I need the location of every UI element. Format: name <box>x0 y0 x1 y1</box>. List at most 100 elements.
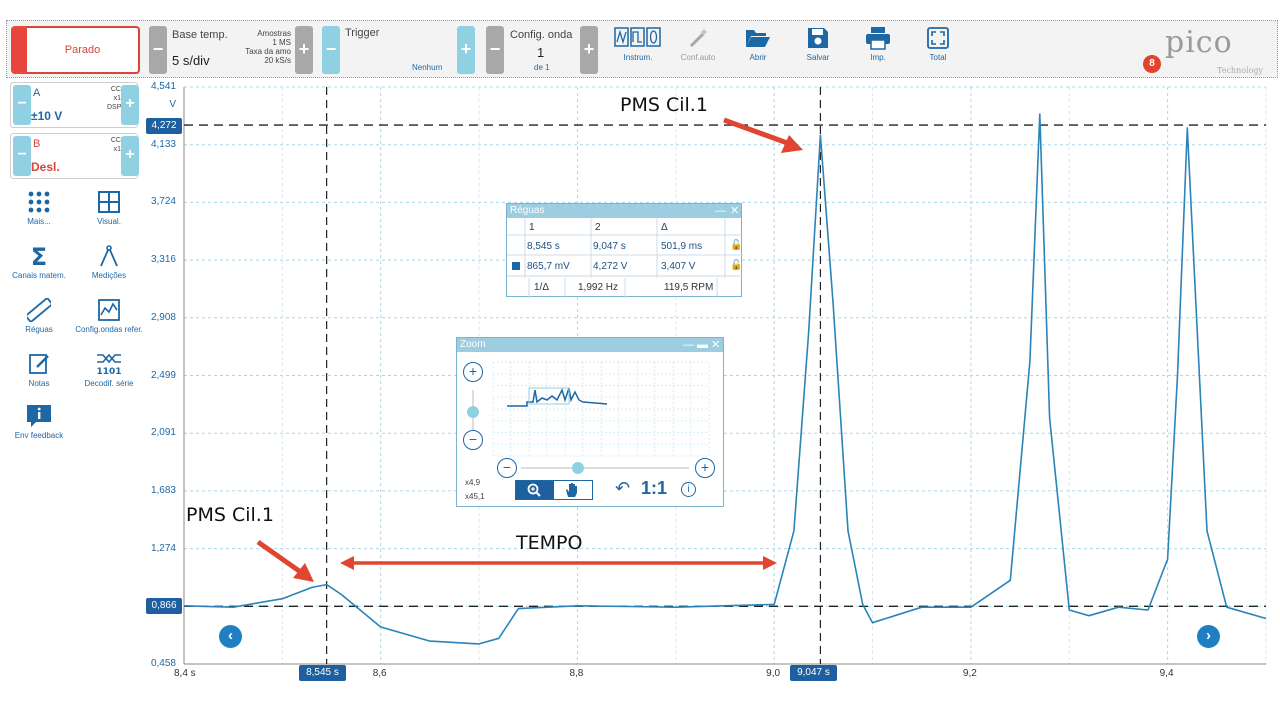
waveform-value[interactable]: 1 <box>537 45 545 60</box>
serial-decoding-tool[interactable]: 1101 Decodif. série <box>74 352 144 388</box>
instruments-tool[interactable]: Instrum. <box>613 24 663 74</box>
minimize-icon[interactable]: — <box>683 339 694 351</box>
more-tool[interactable]: Mais... <box>4 190 74 226</box>
zoom-in-vertical-button[interactable]: + <box>463 362 483 382</box>
zoom-overview-grid <box>492 361 710 457</box>
zoom-tool-button[interactable] <box>516 481 554 499</box>
trigger-mode[interactable]: Nenhum <box>412 63 443 72</box>
arrow-upper-shaft <box>723 117 791 147</box>
channel-a-decrease-button[interactable]: − <box>13 85 31 125</box>
scroll-right-button[interactable]: › <box>1197 625 1220 648</box>
zoom-window-titlebar[interactable]: Zoom — ▬ ✕ <box>457 338 723 352</box>
stop-button[interactable]: Parado <box>11 26 140 74</box>
timebase-value[interactable]: 5 s/div <box>172 53 210 68</box>
pan-tool-button[interactable] <box>554 481 592 499</box>
scroll-left-button[interactable]: ‹ <box>219 625 242 648</box>
zoom-viewport[interactable] <box>528 387 570 405</box>
save-tool[interactable]: Salvar <box>793 24 843 74</box>
zoom-out-horizontal-button[interactable]: − <box>497 458 517 478</box>
auto-setup-tool[interactable]: Conf.auto <box>673 24 723 74</box>
measurements-tool[interactable]: Medições <box>74 244 144 280</box>
lock-icon[interactable]: 🔓 <box>730 260 743 271</box>
channel-a-name: A <box>33 87 41 99</box>
channel-b-increase-button[interactable]: + <box>121 136 139 176</box>
channel-b-range[interactable]: Desl. <box>31 160 60 174</box>
horizontal-zoom-slider-thumb[interactable] <box>572 462 584 474</box>
y-tick-label: 2,091 <box>150 427 176 439</box>
channel-b-panel[interactable]: − B Desl. CC x1 + <box>10 133 139 179</box>
zoom-reset-button[interactable]: 1:1 <box>641 478 668 498</box>
reference-waveforms-label: Config.ondas refer. <box>75 325 143 334</box>
plot-grid <box>183 86 1267 665</box>
channel-a-range[interactable]: ±10 V <box>31 109 63 123</box>
rulers-rpm: 119,5 RPM <box>664 282 714 293</box>
trigger-decrease-button[interactable]: − <box>322 26 340 74</box>
more-label: Mais... <box>27 217 51 226</box>
rulers-window-titlebar[interactable]: Réguas — ✕ <box>507 204 741 218</box>
rulers-window[interactable]: Réguas — ✕ 1 2 Δ 8,545 s 9,047 s 501,9 m… <box>506 203 743 298</box>
rulers-time-delta: 501,9 ms <box>661 241 703 252</box>
channel-a-panel[interactable]: − A ±10 V CC x1 DSP + <box>10 82 139 128</box>
timebase-increase-button[interactable]: + <box>295 26 313 74</box>
notes-tool[interactable]: Notas <box>4 352 74 388</box>
zoom-overview[interactable] <box>457 352 725 508</box>
rulers-label: Réguas <box>25 325 53 334</box>
samples-info: Amostras 1 MS Taxa da amo 20 kS/s <box>237 29 291 65</box>
waveform-decrease-button[interactable]: − <box>486 26 504 74</box>
rulers-tool[interactable]: Réguas <box>4 298 74 334</box>
top-dead-center-label-upper: PMS Cil.1 <box>620 94 708 116</box>
x-tick-label: 8,6 <box>372 668 387 679</box>
rulers-window-title: Réguas <box>510 205 545 216</box>
x-tick-label: 8,8 <box>569 668 584 679</box>
print-tool[interactable]: Imp. <box>853 24 903 74</box>
views-tool[interactable]: Visual. <box>74 190 144 226</box>
ruler-y2-tag[interactable]: 0,866 <box>146 598 182 614</box>
samples-label: Amostras <box>257 29 291 38</box>
grid-dots-icon <box>28 191 50 213</box>
feedback-tool[interactable]: Env feedback <box>4 404 74 440</box>
ruler-x1-tag[interactable]: 8,545 s <box>299 665 346 681</box>
waveform-increase-button[interactable]: + <box>580 26 598 74</box>
zoom-out-vertical-button[interactable]: − <box>463 430 483 450</box>
zoom-y-factor: x45,1 <box>465 492 485 501</box>
folder-open-icon <box>746 30 770 47</box>
channel-b-probe: x1 <box>113 146 121 153</box>
timebase-decrease-button[interactable]: − <box>149 26 167 74</box>
top-dead-center-label-lower: PMS Cil.1 <box>186 504 274 526</box>
info-icon[interactable]: i <box>681 482 696 497</box>
notification-badge[interactable]: 8 <box>1143 55 1161 73</box>
channel-b-decrease-button[interactable]: − <box>13 136 31 176</box>
instruments-icon <box>614 27 661 47</box>
toolbar: Parado − Base temp. 5 s/div Amostras 1 M… <box>6 20 1278 78</box>
math-channels-label: Canais matem. <box>12 271 66 280</box>
svg-text:Σ: Σ <box>31 244 47 268</box>
lock-icon[interactable]: 🔓 <box>730 240 743 251</box>
timebase-label: Base temp. <box>172 29 228 41</box>
maximize-icon[interactable]: ▬ <box>697 339 708 351</box>
math-channels-tool[interactable]: Σ Canais matem. <box>4 244 74 280</box>
rulers-table-grid <box>507 218 743 298</box>
rulers-header-1: 1 <box>529 222 535 233</box>
vertical-zoom-slider-thumb[interactable] <box>467 406 479 418</box>
channel-b-coupling-mode: CC <box>110 137 121 144</box>
fullscreen-tool[interactable]: Total <box>913 24 963 74</box>
interval-arrow-right-head <box>763 556 777 570</box>
y-tick-label: 2,499 <box>150 369 176 381</box>
zoom-window-title: Zoom <box>460 339 486 350</box>
zoom-in-horizontal-button[interactable]: + <box>695 458 715 478</box>
ruler-x2-tag[interactable]: 9,047 s <box>790 665 837 681</box>
undo-zoom-icon[interactable]: ↶ <box>615 478 631 498</box>
minimize-icon[interactable]: — <box>715 205 726 217</box>
close-icon[interactable]: ✕ <box>730 205 740 217</box>
reference-waveforms-tool[interactable]: Config.ondas refer. <box>74 298 144 334</box>
channel-a-increase-button[interactable]: + <box>121 85 139 125</box>
ruler-icon <box>27 298 51 322</box>
open-tool[interactable]: Abrir <box>733 24 783 74</box>
ruler-y1-tag[interactable]: 4,272 <box>146 118 182 134</box>
trigger-increase-button[interactable]: + <box>457 26 475 74</box>
save-label: Salvar <box>806 53 830 62</box>
zoom-window[interactable]: Zoom — ▬ ✕ + − − + x4,9 x45,1 ↶ <box>456 337 724 507</box>
x-tick-label: 9,0 <box>766 668 781 679</box>
close-icon[interactable]: ✕ <box>711 339 721 351</box>
